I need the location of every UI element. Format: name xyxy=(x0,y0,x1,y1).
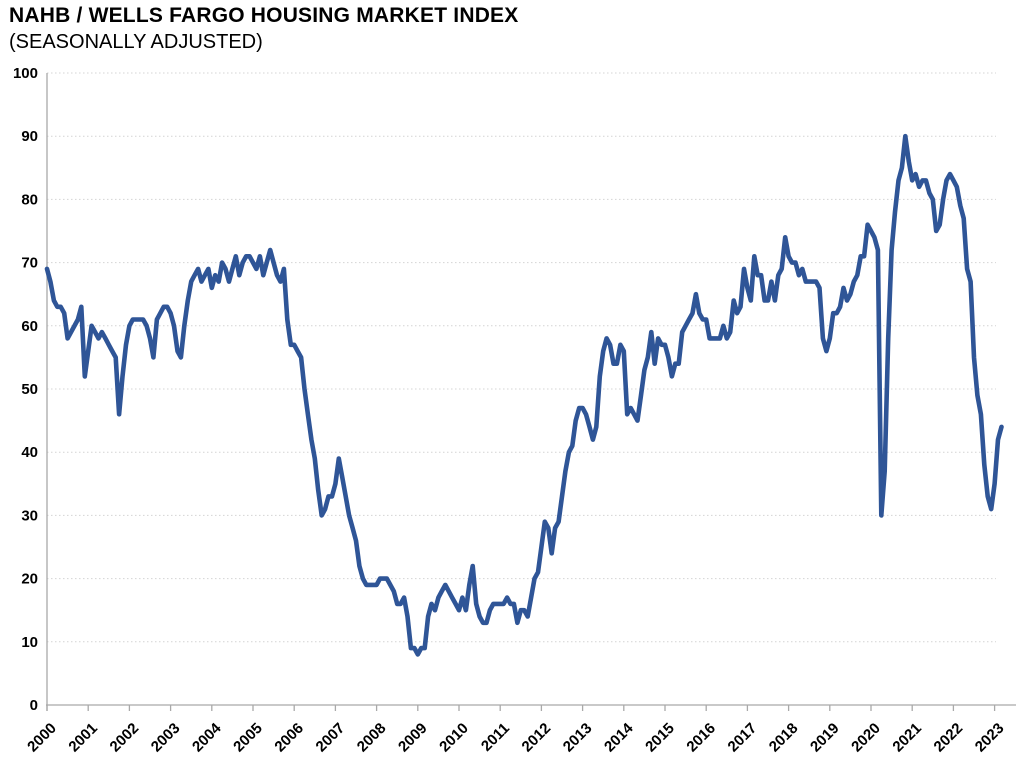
x-tick-label: 2011 xyxy=(478,720,513,755)
y-tick-label: 40 xyxy=(21,444,38,461)
x-tick-label: 2022 xyxy=(931,720,967,756)
y-tick-label: 100 xyxy=(13,65,38,82)
x-tick-label: 2009 xyxy=(395,720,431,756)
x-tick-label: 2005 xyxy=(230,720,266,756)
x-tick-label: 2020 xyxy=(848,720,884,756)
x-tick-label: 2003 xyxy=(148,720,184,756)
x-tick-label: 2008 xyxy=(354,720,390,756)
x-tick-label: 2021 xyxy=(889,720,925,756)
x-tick-label: 2019 xyxy=(807,720,843,756)
x-tick-label: 2018 xyxy=(766,720,802,756)
x-tick-label: 2015 xyxy=(642,720,678,756)
x-tick-label: 2014 xyxy=(601,719,637,755)
chart-subtitle: (SEASONALLY ADJUSTED) xyxy=(9,31,263,53)
x-tick-label: 2023 xyxy=(972,720,1008,756)
chart-title: NAHB / WELLS FARGO HOUSING MARKET INDEX xyxy=(9,4,519,27)
x-tick-label: 2016 xyxy=(683,720,719,756)
x-tick-label: 2010 xyxy=(436,720,472,756)
y-tick-label: 90 xyxy=(21,128,38,145)
hmi-line xyxy=(44,133,1004,657)
y-tick-label: 20 xyxy=(21,571,38,588)
x-tick-label: 2006 xyxy=(271,720,307,756)
x-tick-label: 2017 xyxy=(725,720,761,756)
y-tick-label: 50 xyxy=(21,381,38,398)
x-tick-label: 2012 xyxy=(519,720,555,756)
x-tick-label: 2013 xyxy=(560,720,596,756)
y-tick-label: 0 xyxy=(30,697,38,714)
y-tick-label: 10 xyxy=(21,634,38,651)
y-tick-label: 70 xyxy=(21,255,38,272)
x-tick-label: 2001 xyxy=(65,720,101,756)
y-tick-label: 60 xyxy=(21,318,38,335)
y-tick-label: 30 xyxy=(21,507,38,524)
x-tick-label: 2007 xyxy=(313,720,349,756)
x-tick-label: 2002 xyxy=(107,720,143,756)
x-tick-label: 2000 xyxy=(24,720,60,756)
x-tick-label: 2004 xyxy=(189,719,225,755)
y-tick-label: 80 xyxy=(21,191,38,208)
